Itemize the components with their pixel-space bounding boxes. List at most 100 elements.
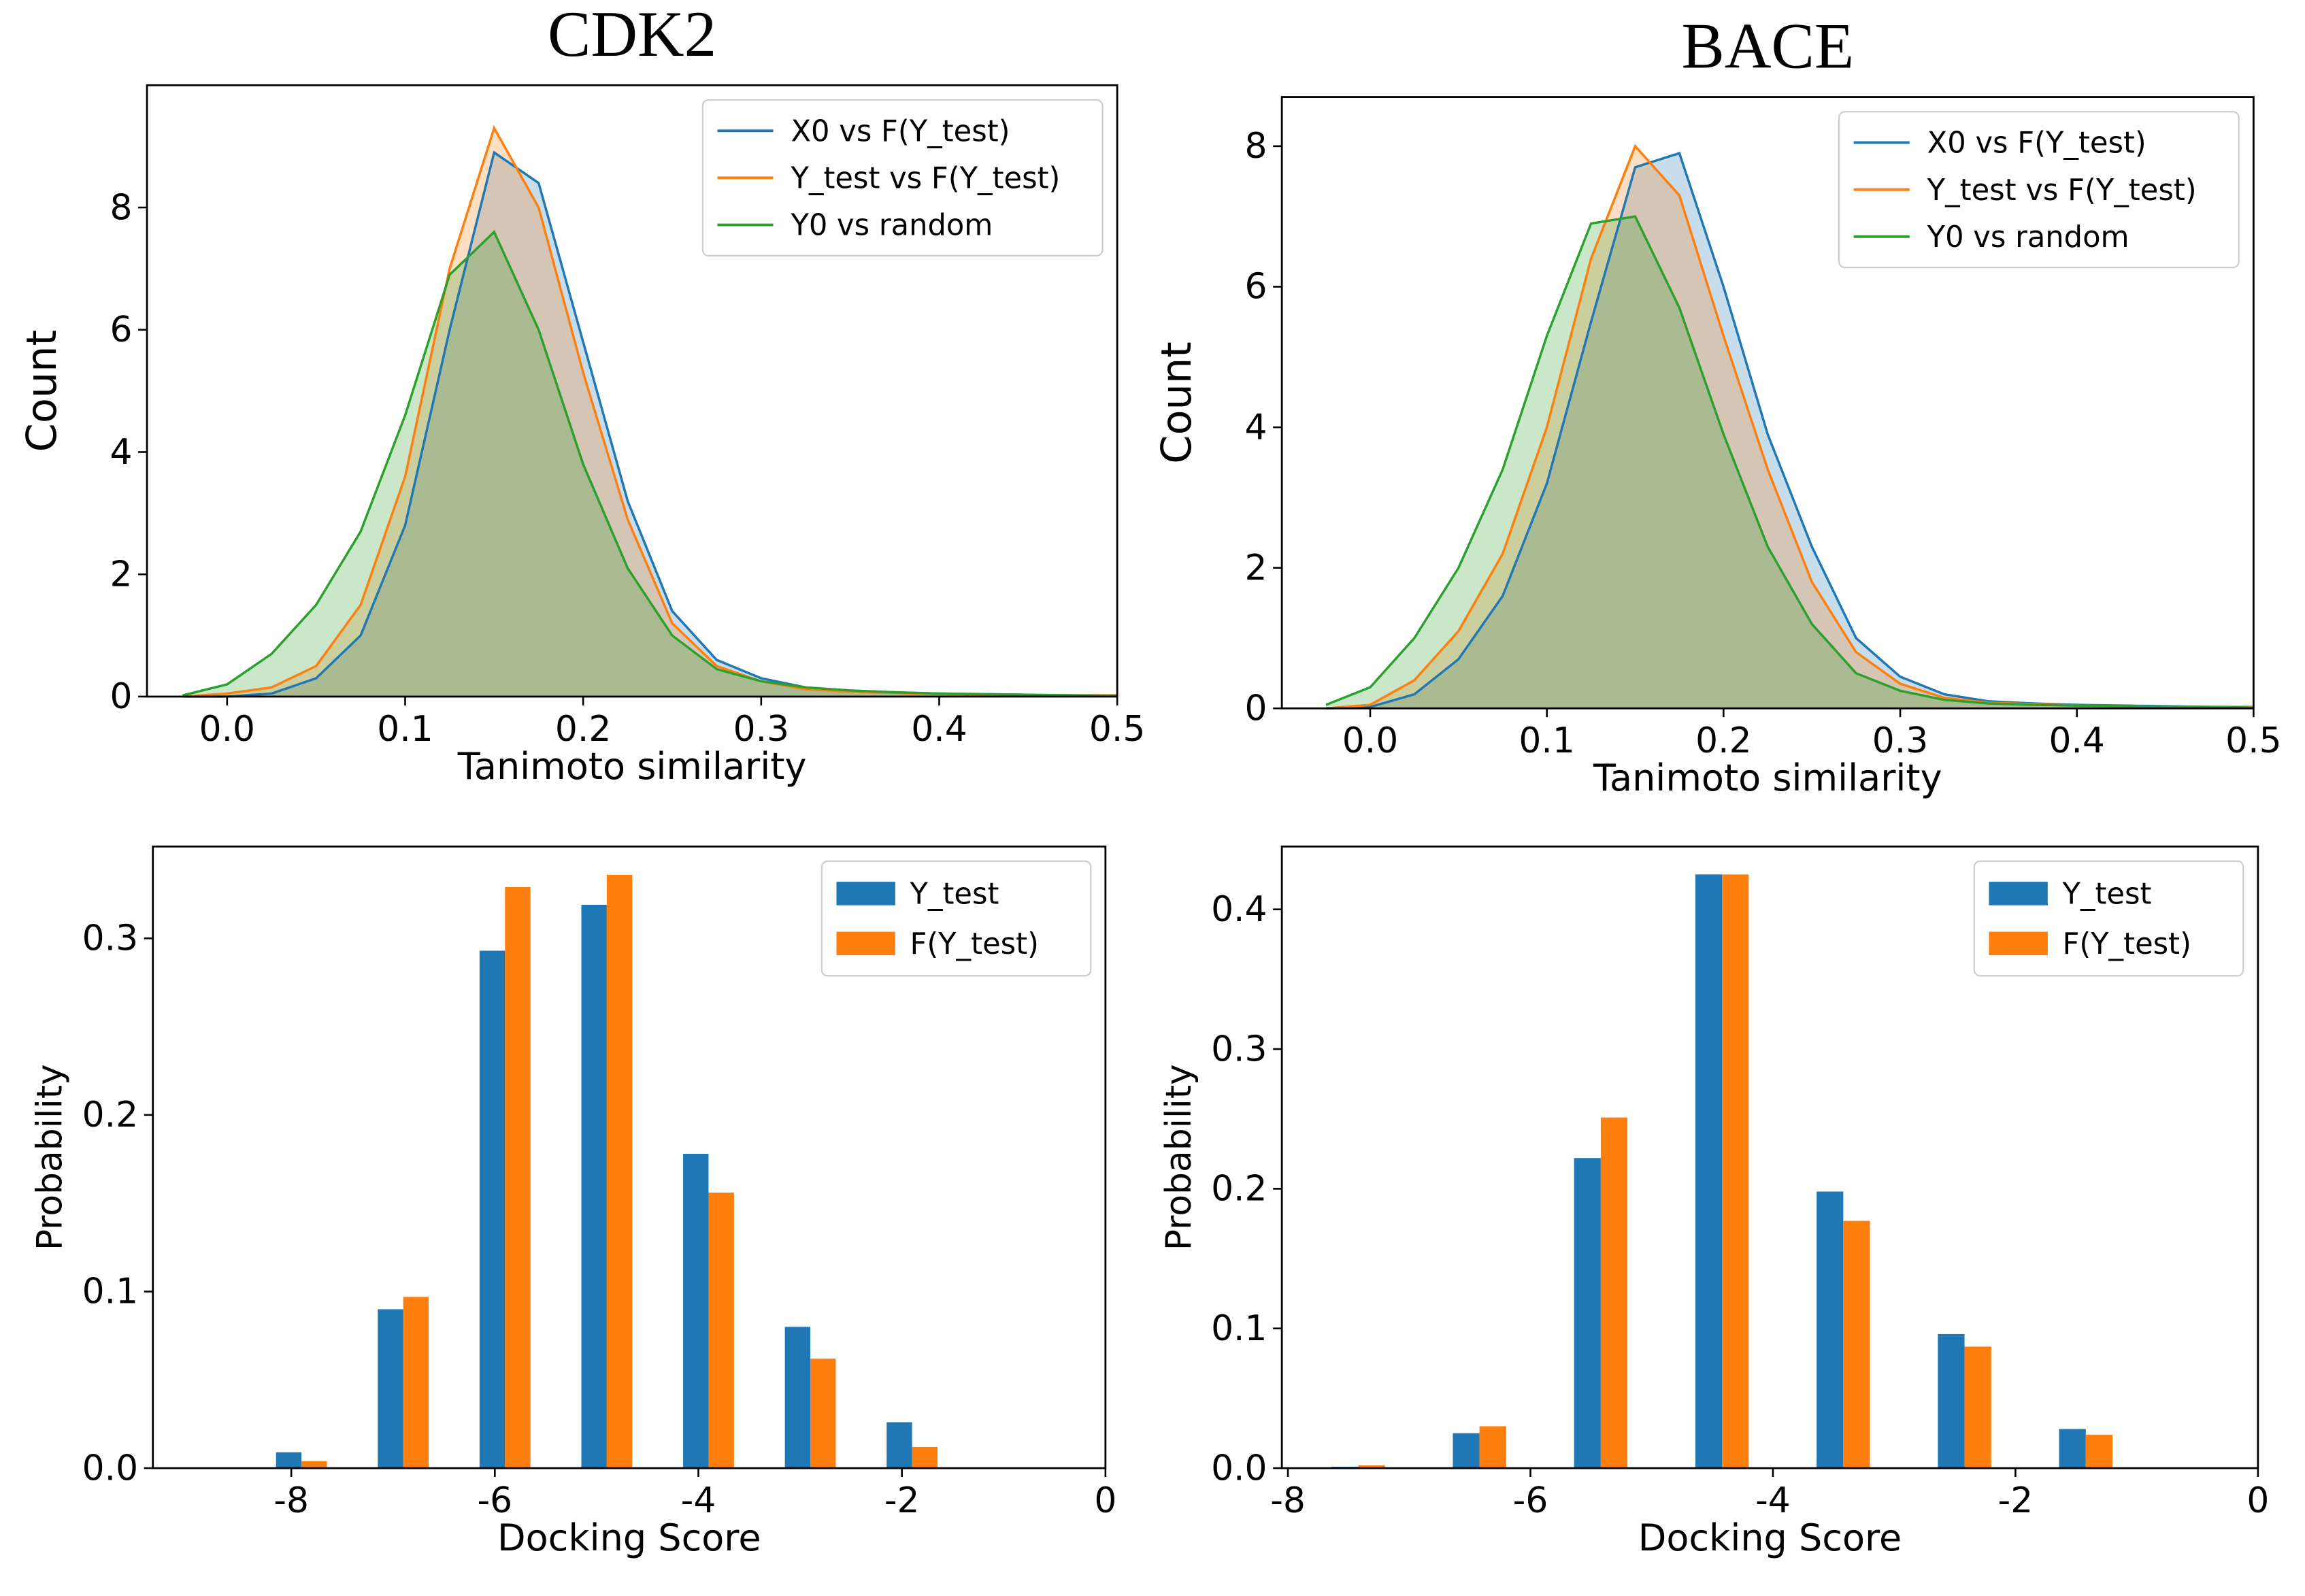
y-tick-label: 0 [1245,688,1267,729]
chart-title: CDK2 [548,0,716,70]
y-tick-label: 0.2 [82,1095,138,1135]
x-tick-label: 0.3 [1872,720,1928,761]
bar [276,1452,302,1469]
legend-label: X0 vs F(Y_test) [1927,127,2146,161]
legend-swatch [1989,931,2048,956]
x-tick-label: 0.0 [199,709,255,750]
y-tick-label: 0 [110,676,132,717]
x-tick-label: 0.4 [911,709,967,750]
density-line [1325,215,2254,709]
legend-label: Y_test vs F(Y_test) [790,162,1060,196]
bar [1695,874,1723,1469]
x-tick-label: -2 [884,1480,920,1521]
y-tick-label: 0.1 [82,1271,138,1312]
x-tick-label: 0 [1094,1480,1116,1521]
bar [479,950,505,1469]
density-area [182,231,1118,697]
density-area [182,128,1118,697]
y-tick-label: 4 [1245,407,1267,448]
legend-box [701,99,1104,256]
plot-frame [1280,96,2255,710]
y-tick-label: 6 [110,310,132,350]
bar [1453,1433,1480,1469]
x-tick-label: -8 [1270,1480,1306,1521]
x-tick-label: 0 [2246,1480,2269,1521]
x-tick-label: 0.1 [1519,720,1574,761]
bar [1964,1346,1991,1469]
bar [505,886,531,1469]
bar [378,1309,403,1469]
y-tick-label: 0.2 [1211,1169,1267,1210]
y-tick-label: 0.3 [82,918,138,959]
plot-frame [146,84,1118,698]
x-tick-label: -6 [1513,1480,1548,1521]
density-line [182,230,1118,697]
y-tick-label: 6 [1245,267,1267,307]
x-tick-label: -4 [1755,1480,1791,1521]
y-tick-label: 0.3 [1211,1029,1267,1069]
y-axis-label: Probability [1159,1064,1199,1250]
x-axis-label: Tanimoto similarity [1593,757,1942,799]
panel: CDK2 Tanimoto similarity Count 0.0 0.1 0.2 0.3… [18,0,1145,788]
x-tick-label: 0.4 [2049,720,2104,761]
bar [2085,1434,2112,1469]
bar [1600,1117,1628,1469]
bar [1479,1426,1506,1469]
y-tick-label: 2 [110,554,132,595]
bar [301,1461,327,1469]
legend-label: F(Y_test) [2062,927,2191,961]
y-tick-label: 2 [1245,548,1267,588]
x-tick-label: 0.1 [377,709,433,750]
x-tick-label: -2 [1998,1480,2034,1521]
bar [1817,1191,1844,1469]
legend-label: F(Y_test) [910,927,1038,961]
x-tick-label: 0.2 [1695,720,1751,761]
bar [708,1193,734,1469]
legend-swatch [836,931,895,956]
density-area [1326,216,2254,709]
y-tick-label: 0.1 [1211,1308,1267,1349]
bar [1938,1333,1965,1469]
x-tick-label: 0.5 [1089,709,1145,750]
bar [1358,1465,1385,1469]
bar [1843,1220,1870,1469]
y-tick-label: 0.0 [82,1448,138,1489]
y-tick-label: 0.0 [1211,1448,1267,1489]
legend-swatch [836,882,895,905]
density-area [182,152,1118,697]
plot-frame [1280,845,2259,1469]
y-tick-label: 8 [1245,126,1267,167]
y-axis-label: Probability [30,1064,71,1250]
legend-label: Y0 vs random [1927,220,2129,254]
y-axis-label: Count [18,330,66,452]
y-axis-label: Count [1153,342,1201,464]
plot-frame [152,845,1107,1469]
x-tick-label: 0.2 [555,709,611,750]
bar [784,1327,811,1469]
x-tick-label: -6 [477,1480,512,1521]
bar [810,1359,836,1469]
y-tick-label: 8 [110,187,132,228]
panel: Docking Score Probability -8 -6 -4 -2 0 0.0 0.1 0… [30,845,1116,1559]
bar [606,874,633,1469]
legend-label: X0 vs F(Y_test) [791,114,1010,148]
density-area [1326,153,2254,709]
x-tick-label: -8 [273,1480,309,1521]
panel: Docking Score Probability -8 -6 -4 -2 0 0.0 0.1 0… [1159,845,2269,1559]
legend-label: Y_test vs F(Y_test) [1927,173,2197,207]
x-axis-label: Docking Score [497,1516,761,1559]
bar [2059,1429,2086,1469]
density-area [1326,146,2254,709]
x-tick-label: 0.0 [1342,720,1398,761]
bar [683,1153,709,1469]
legend-label: Y0 vs random [790,209,993,243]
bar [403,1297,429,1469]
bar [1722,874,1749,1469]
bar [886,1422,912,1469]
x-tick-label: -4 [681,1480,716,1521]
y-tick-label: 4 [110,432,132,473]
x-tick-label: 0.5 [2225,720,2281,761]
legend-swatch [1989,882,2048,905]
